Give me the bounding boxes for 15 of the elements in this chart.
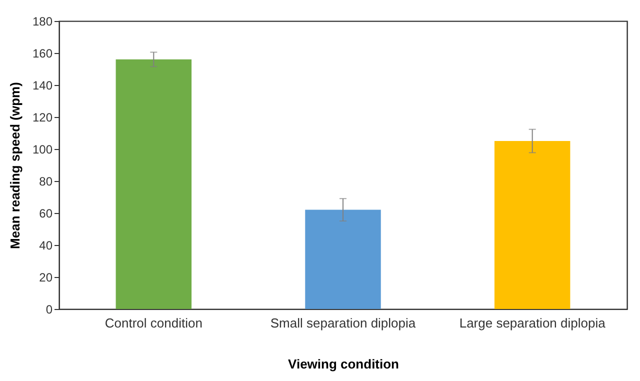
x-tick-label: Control condition — [104, 316, 202, 330]
y-axis-title: Mean reading speed (wpm) — [7, 82, 22, 249]
y-tick-label: 20 — [39, 270, 53, 284]
y-tick-label: 0 — [46, 302, 53, 316]
y-tick-label: 100 — [32, 142, 53, 156]
y-tick-label: 40 — [39, 238, 53, 252]
y-tick-label: 120 — [32, 110, 53, 124]
y-tick-label: 60 — [39, 206, 53, 220]
y-tick-label: 180 — [32, 14, 53, 28]
x-tick-label: Large separation diplopia — [459, 316, 606, 330]
x-tick-label: Small separation diplopia — [270, 316, 416, 330]
x-axis-title: Viewing condition — [288, 356, 400, 372]
y-tick-label: 80 — [39, 174, 53, 188]
y-tick-label: 140 — [32, 78, 53, 92]
y-tick-label: 160 — [32, 46, 53, 60]
